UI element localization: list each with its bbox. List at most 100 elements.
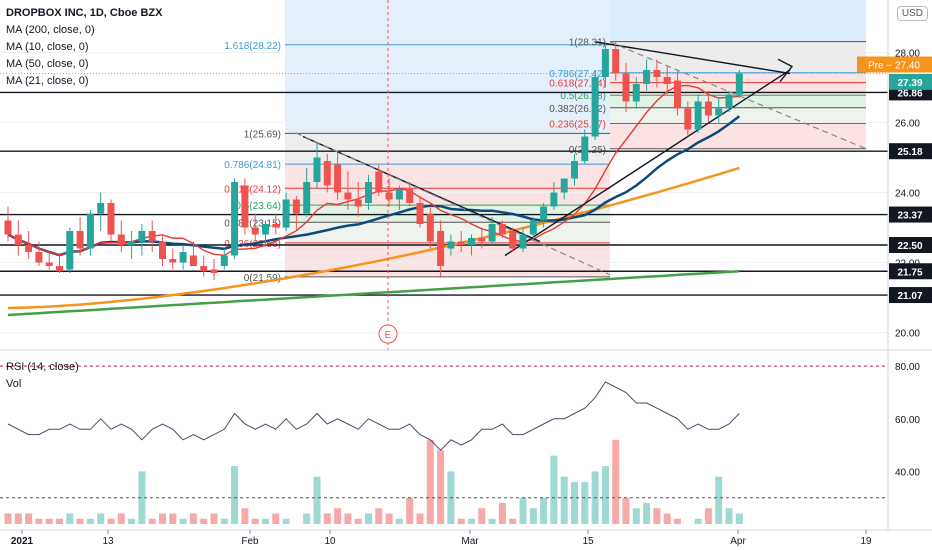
volume-bar [478,508,486,524]
candle-body [365,182,372,203]
x-tick-label: 19 [860,536,872,547]
volume-bar [86,518,94,524]
volume-bar [395,518,403,524]
dashed-trend-right [609,41,867,150]
volume-bar [622,497,630,524]
volume-bar [4,513,12,524]
volume-bar [14,513,22,524]
candle-body [200,266,208,272]
candle-body [478,238,486,242]
candle-body [354,199,362,207]
volume-bar [138,471,146,524]
ma50-line [7,166,740,310]
currency-button[interactable]: USD [896,6,928,21]
uptrend-line [504,69,791,257]
pre-badge-text: Pre − 27.40 [868,61,920,72]
volume-bar [385,513,393,524]
rsi-tick: 80.00 [895,362,920,373]
candle-body [426,213,434,242]
candle-body [45,262,53,266]
ma50-legend: MA (50, close, 0) [6,58,89,70]
candle-body [159,241,166,259]
volume-bar [643,502,651,524]
level-badge [889,237,932,253]
x-tick-label: 10 [324,536,336,547]
volume-bar [529,508,537,524]
volume-bar [169,513,177,524]
volume-bar [612,439,620,524]
candle-body [643,70,651,84]
rsi-tick: 40.00 [895,467,920,478]
level-badge [889,143,932,160]
volume-bar [313,476,321,524]
volume-bar [426,439,434,524]
x-tick-label: 13 [102,536,114,547]
fib-left-label: 1(25.69) [244,129,281,140]
candle-body [107,203,115,235]
candle-body [375,171,383,193]
fib-left-ext-label: 1.618(28.22) [224,41,281,52]
level-badge-text: 21.07 [897,291,922,302]
candle-body [468,238,475,245]
candle-body [725,94,733,109]
volume-bar [334,508,342,524]
volume-bar [303,513,311,524]
candle-body [282,199,290,228]
candle-body [303,182,311,214]
pre-badge [857,56,932,73]
ma200-legend: MA (200, close, 0) [6,24,95,36]
price-tick: 26.00 [895,119,920,130]
fib-right-label: 0.382(26.42) [549,104,606,115]
x-tick-label: Apr [730,536,746,547]
candle-body [406,189,414,203]
fib-left-label: 0(21.59) [244,273,281,284]
level-badge-text: 25.18 [897,147,922,158]
candle-body [735,73,743,95]
candle-body [694,101,702,130]
candle-body [540,206,548,221]
candle-body [179,252,187,263]
candle-body [571,161,578,179]
vol-label: Vol [6,378,22,390]
level-badge-text: 23.37 [897,211,922,222]
fib-right-label: 0.5(26.78) [560,91,606,102]
fib-left-label: 0.618(24.12) [224,184,281,195]
candle-body [632,84,640,102]
volume-bar [56,518,63,524]
volume-bar [632,508,640,524]
candle-body [35,252,43,263]
upper-trend-line [595,41,791,75]
candle-body [323,161,331,186]
volume-bar [406,497,414,524]
volume-bar [179,518,187,524]
level-badge-text: 21.75 [897,267,922,278]
volume-bar [148,518,156,524]
candle-body [241,185,249,228]
volume-bar [601,466,609,524]
volume-bar [674,518,681,524]
volume-bar [189,513,197,524]
rsi-legend: RSI (14, close) Vol [6,359,79,393]
volume-bar [45,518,53,524]
candle-body [292,199,300,214]
volume-bar [550,455,558,524]
fib-left-zone-5 [285,222,610,243]
fib-right-top-zone [610,0,866,42]
fib-left-label: 0.786(24.81) [224,160,281,171]
volume-bar [354,518,362,524]
candle-body [76,231,84,249]
candle-body [674,80,681,109]
volume-bar [241,508,249,524]
volume-bar [704,508,712,524]
volume-bar [457,518,465,524]
volume-bar [663,513,671,524]
candle-body [416,203,424,224]
candle-body [138,231,146,242]
candle-body [86,213,94,249]
candle-body [97,203,105,214]
symbol-title: DROPBOX INC, 1D, Cboe BZX [6,7,163,19]
volume-bar [251,518,259,524]
candle-body [385,192,393,200]
fib-right-label: 1(28.31) [569,38,606,49]
